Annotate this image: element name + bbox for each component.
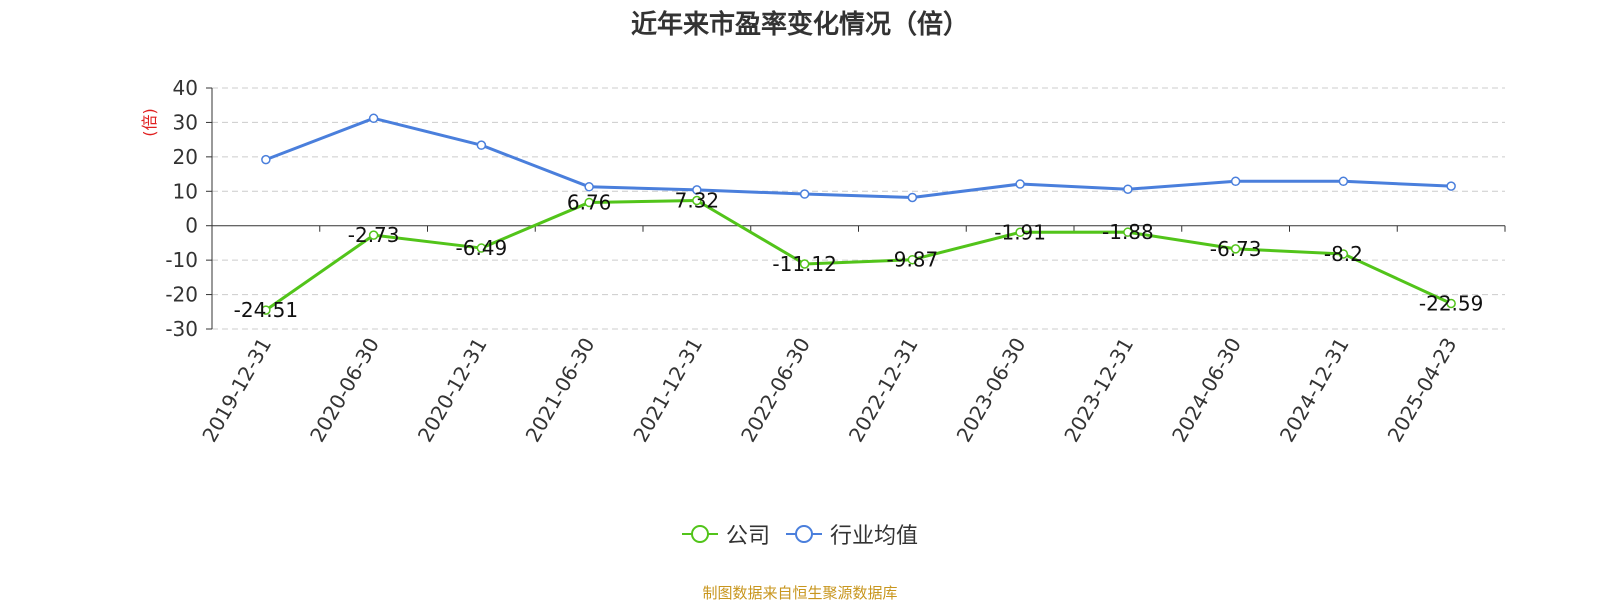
data-point <box>1338 249 1349 259</box>
y-tick-label: 40 <box>173 76 198 100</box>
x-tick-label: 2020-12-31 <box>413 334 492 447</box>
data-label: -6.49 <box>456 236 508 260</box>
data-point <box>261 154 271 165</box>
legend-item-company[interactable]: 公司 <box>681 518 770 550</box>
legend-label-company: 公司 <box>725 524 770 549</box>
data-point <box>476 243 487 253</box>
x-tick-label: 2023-06-30 <box>952 334 1031 447</box>
data-point <box>1015 179 1025 189</box>
legend: 公司 行业均值 <box>0 518 1600 550</box>
chart-title: 近年来市盈率变化情况（倍） <box>630 10 969 40</box>
x-tick-label: 2020-06-30 <box>305 334 384 447</box>
data-point <box>476 140 487 150</box>
y-tick-label: -10 <box>165 248 198 272</box>
data-point <box>368 230 379 240</box>
data-label: 6.76 <box>567 190 612 214</box>
series-line-0 <box>265 199 1452 312</box>
y-tick-label: 20 <box>173 145 198 169</box>
data-point <box>692 195 702 206</box>
legend-line-icon <box>786 525 822 543</box>
data-label: -1.88 <box>1102 220 1154 244</box>
y-tick-label: 0 <box>185 214 198 238</box>
data-point <box>1230 176 1241 187</box>
data-point <box>1338 176 1349 187</box>
data-label: -2.73 <box>348 223 400 247</box>
legend-item-industry-avg[interactable]: 行业均值 <box>786 518 918 550</box>
series-layer <box>261 113 1456 315</box>
y-axis-title: (倍) <box>140 108 159 137</box>
data-label: -22.59 <box>1419 291 1483 315</box>
y-tick-label: 30 <box>173 110 198 134</box>
data-label: -11.12 <box>772 252 836 276</box>
x-tick-label: 2024-06-30 <box>1167 334 1246 447</box>
data-point <box>1446 298 1456 309</box>
series-line-1 <box>265 116 1452 199</box>
data-label: -8.2 <box>1324 242 1363 266</box>
data-point <box>799 189 810 199</box>
x-tick-label: 2022-06-30 <box>736 334 815 447</box>
y-tick-label: -30 <box>165 317 198 341</box>
x-tick-label: 2021-12-31 <box>628 334 707 447</box>
data-label: 7.32 <box>675 189 720 213</box>
data-point <box>584 197 594 208</box>
y-tick-label: 10 <box>173 179 198 203</box>
data-point <box>261 305 271 315</box>
x-tick-label: 2019-12-31 <box>197 334 276 447</box>
data-label: -1.91 <box>994 220 1046 244</box>
legend-line-icon <box>681 525 718 543</box>
grid-lines <box>212 87 1505 330</box>
source-note: 制图数据来自恒生聚源数据库 <box>702 584 898 602</box>
y-tick-label: -20 <box>165 283 198 307</box>
data-point <box>1446 181 1456 191</box>
x-tick-label: 2021-06-30 <box>521 334 600 447</box>
x-tick-label: 2025-04-23 <box>1383 334 1462 447</box>
data-point <box>1123 227 1133 237</box>
data-labels: -24.51 -2.73 -6.49 6.76 7.32 -11.12 -9.87 -1.91… <box>234 189 1484 323</box>
data-point <box>799 259 810 269</box>
data-point <box>368 113 379 124</box>
data-label: -24.51 <box>234 298 298 322</box>
legend-label-industry-avg: 行业均值 <box>830 524 919 549</box>
data-point <box>907 192 918 203</box>
data-point <box>1230 244 1241 254</box>
data-label: -9.87 <box>887 248 939 272</box>
x-tick-label: 2024-12-31 <box>1275 334 1354 447</box>
data-point <box>584 182 594 192</box>
data-point <box>907 254 918 265</box>
data-point <box>692 185 702 195</box>
data-label: -6.73 <box>1210 237 1262 261</box>
x-tick-label: 2023-12-31 <box>1059 334 1138 447</box>
data-point <box>1015 227 1025 238</box>
x-tick-label: 2022-12-31 <box>844 334 923 447</box>
data-point <box>1123 184 1133 194</box>
